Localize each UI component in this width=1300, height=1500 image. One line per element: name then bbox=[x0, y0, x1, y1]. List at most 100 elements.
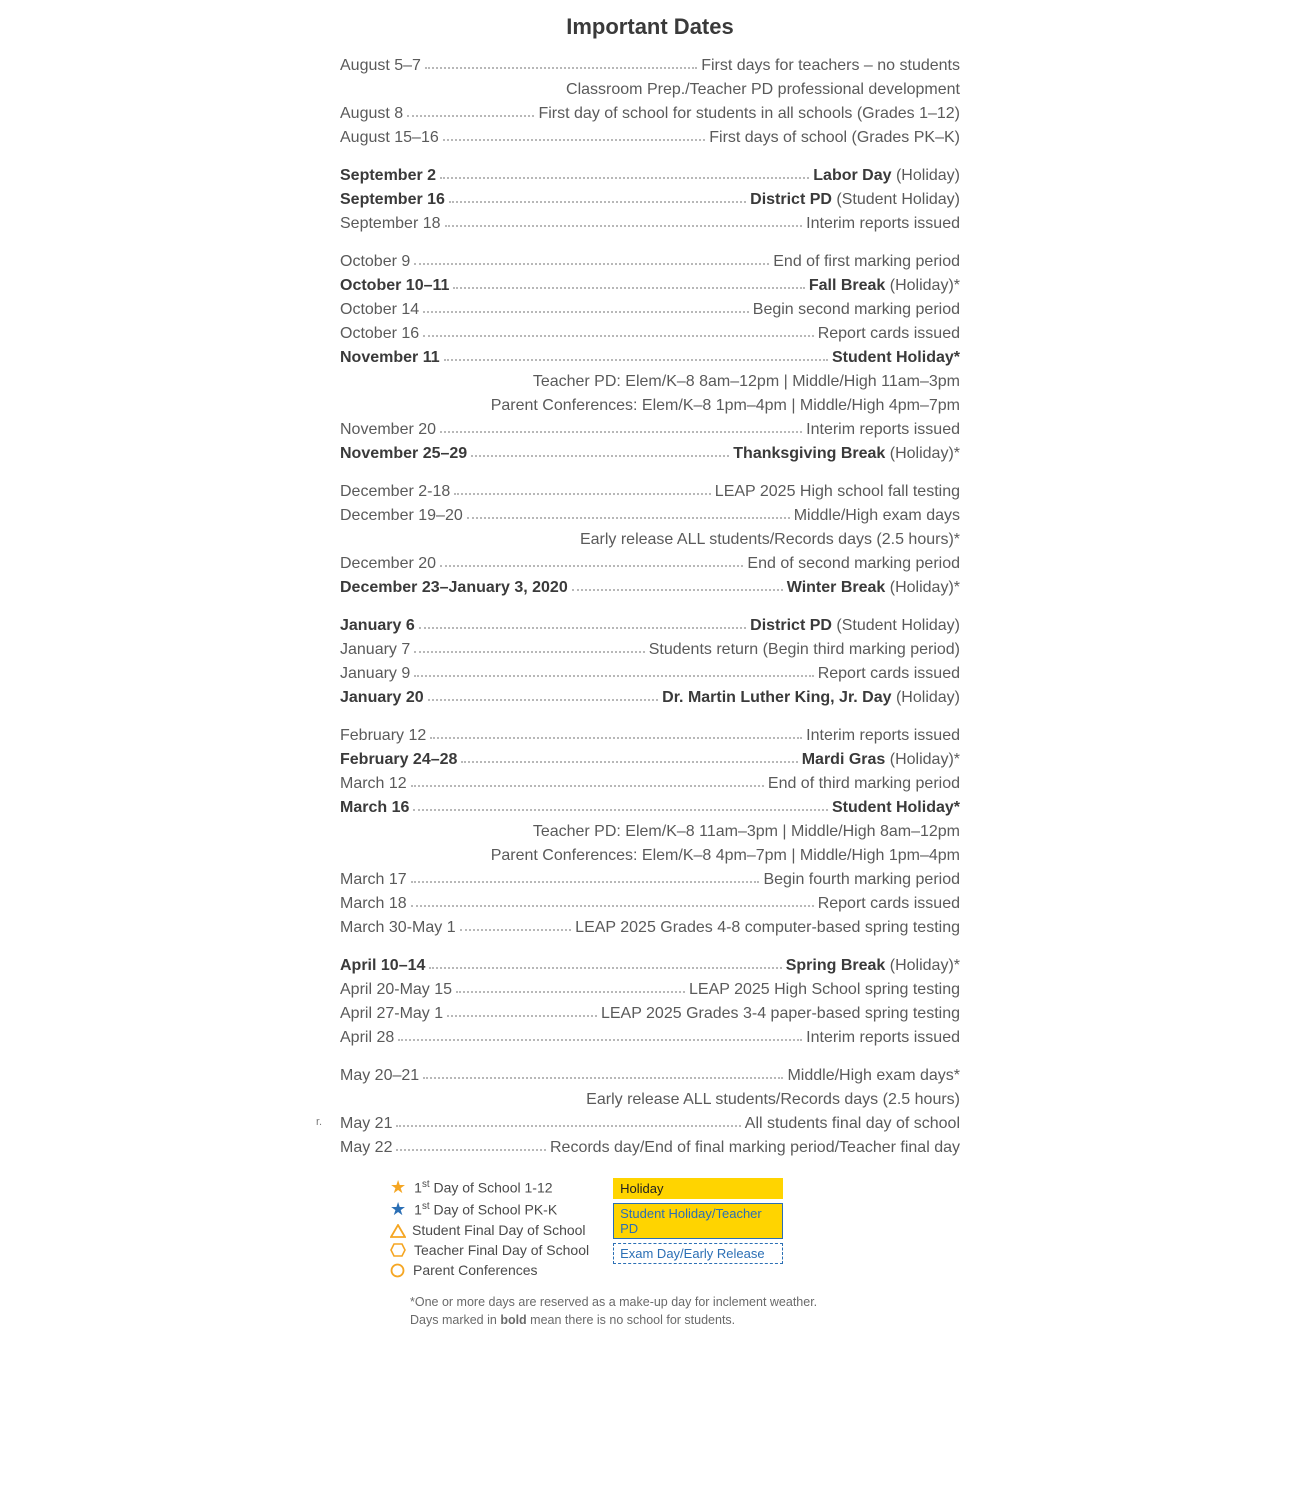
date-label: December 20 bbox=[340, 552, 436, 576]
date-label: August 8 bbox=[340, 102, 403, 126]
sub-line: Parent Conferences: Elem/K–8 4pm–7pm | M… bbox=[340, 844, 960, 868]
dates-content: August 5–7 First days for teachers – no … bbox=[340, 54, 960, 1160]
legend-left-col: ★1st Day of School 1-12★1st Day of Schoo… bbox=[390, 1178, 589, 1278]
date-row: January 20 Dr. Martin Luther King, Jr. D… bbox=[340, 686, 960, 710]
date-row: January 7 Students return (Begin third m… bbox=[340, 638, 960, 662]
page-wrap: Important Dates August 5–7 First days fo… bbox=[0, 0, 1300, 1369]
date-label: August 5–7 bbox=[340, 54, 421, 78]
legend: ★1st Day of School 1-12★1st Day of Schoo… bbox=[390, 1178, 910, 1278]
date-label: September 18 bbox=[340, 212, 441, 236]
date-desc: Labor Day (Holiday) bbox=[813, 164, 960, 188]
date-desc: LEAP 2025 Grades 3-4 paper-based spring … bbox=[601, 1002, 960, 1026]
date-label: November 11 bbox=[340, 346, 440, 370]
date-row: November 25–29 Thanksgiving Break (Holid… bbox=[340, 442, 960, 466]
leader-dots bbox=[396, 1149, 546, 1151]
date-row: October 14 Begin second marking period bbox=[340, 298, 960, 322]
date-desc: Thanksgiving Break (Holiday)* bbox=[733, 442, 960, 466]
leader-dots bbox=[396, 1125, 740, 1127]
sub-line: Parent Conferences: Elem/K–8 1pm–4pm | M… bbox=[340, 394, 960, 418]
date-row: January 6 District PD (Student Holiday) bbox=[340, 614, 960, 638]
date-row: August 8 First day of school for student… bbox=[340, 102, 960, 126]
date-desc: District PD (Student Holiday) bbox=[750, 188, 960, 212]
leader-dots bbox=[423, 311, 749, 313]
date-label: October 9 bbox=[340, 250, 410, 274]
date-label: May 21 bbox=[340, 1112, 392, 1136]
date-row: December 19–20 Middle/High exam days bbox=[340, 504, 960, 528]
date-row: April 28 Interim reports issued bbox=[340, 1026, 960, 1050]
sub-line: Teacher PD: Elem/K–8 11am–3pm | Middle/H… bbox=[340, 820, 960, 844]
date-block: August 5–7 First days for teachers – no … bbox=[340, 54, 960, 150]
leader-dots bbox=[440, 565, 743, 567]
sub-line: Early release ALL students/Records days … bbox=[340, 1088, 960, 1112]
date-row: March 17 Begin fourth marking period bbox=[340, 868, 960, 892]
leader-dots bbox=[414, 675, 813, 677]
legend-swatch-row: Exam Day/Early Release bbox=[613, 1243, 783, 1264]
date-desc: Records day/End of final marking period/… bbox=[550, 1136, 960, 1160]
date-row: August 15–16 First days of school (Grade… bbox=[340, 126, 960, 150]
date-row: September 18 Interim reports issued bbox=[340, 212, 960, 236]
sub-line: Teacher PD: Elem/K–8 8am–12pm | Middle/H… bbox=[340, 370, 960, 394]
date-label: March 17 bbox=[340, 868, 407, 892]
leader-dots bbox=[444, 359, 828, 361]
leader-dots bbox=[572, 589, 783, 591]
legend-swatch: Holiday bbox=[613, 1178, 783, 1199]
date-desc: Report cards issued bbox=[818, 322, 960, 346]
hexagon-icon bbox=[390, 1243, 406, 1257]
legend-item: Student Final Day of School bbox=[390, 1222, 589, 1238]
leader-dots bbox=[411, 785, 764, 787]
footnote-line1: *One or more days are reserved as a make… bbox=[410, 1295, 817, 1309]
date-label: September 16 bbox=[340, 188, 445, 212]
date-label: January 6 bbox=[340, 614, 415, 638]
leader-dots bbox=[440, 431, 802, 433]
date-row: September 16 District PD (Student Holida… bbox=[340, 188, 960, 212]
date-label: October 10–11 bbox=[340, 274, 449, 298]
date-label: February 12 bbox=[340, 724, 426, 748]
date-row: August 5–7 First days for teachers – no … bbox=[340, 54, 960, 78]
date-desc: Begin second marking period bbox=[753, 298, 960, 322]
date-desc: Spring Break (Holiday)* bbox=[786, 954, 960, 978]
date-row: February 24–28 Mardi Gras (Holiday)* bbox=[340, 748, 960, 772]
date-label: September 2 bbox=[340, 164, 436, 188]
date-row: December 23–January 3, 2020 Winter Break… bbox=[340, 576, 960, 600]
date-row: May 22 Records day/End of final marking … bbox=[340, 1136, 960, 1160]
date-desc: First days for teachers – no students bbox=[701, 54, 960, 78]
date-block: April 10–14 Spring Break (Holiday)*April… bbox=[340, 954, 960, 1050]
date-block: December 2-18 LEAP 2025 High school fall… bbox=[340, 480, 960, 600]
date-desc: Student Holiday* bbox=[832, 796, 960, 820]
star-icon: ★ bbox=[390, 1178, 406, 1196]
date-label: August 15–16 bbox=[340, 126, 439, 150]
date-label: March 30-May 1 bbox=[340, 916, 456, 940]
date-desc: Interim reports issued bbox=[806, 212, 960, 236]
date-label: November 20 bbox=[340, 418, 436, 442]
date-row: December 20 End of second marking period bbox=[340, 552, 960, 576]
date-row: December 2-18 LEAP 2025 High school fall… bbox=[340, 480, 960, 504]
date-desc: End of second marking period bbox=[747, 552, 960, 576]
leader-dots bbox=[443, 139, 705, 141]
leader-dots bbox=[398, 1039, 802, 1041]
legend-swatch: Exam Day/Early Release bbox=[613, 1243, 783, 1264]
date-row: May 20–21 Middle/High exam days* bbox=[340, 1064, 960, 1088]
date-block: May 20–21 Middle/High exam days*Early re… bbox=[340, 1064, 960, 1160]
date-label: November 25–29 bbox=[340, 442, 467, 466]
leader-dots bbox=[461, 761, 797, 763]
date-label: December 19–20 bbox=[340, 504, 463, 528]
date-label: March 12 bbox=[340, 772, 407, 796]
date-desc: District PD (Student Holiday) bbox=[750, 614, 960, 638]
legend-text: 1st Day of School 1-12 bbox=[414, 1179, 552, 1196]
legend-text: Teacher Final Day of School bbox=[414, 1242, 589, 1258]
sub-line: Early release ALL students/Records days … bbox=[340, 528, 960, 552]
date-row: March 12 End of third marking period bbox=[340, 772, 960, 796]
legend-item: Teacher Final Day of School bbox=[390, 1242, 589, 1258]
date-block: January 6 District PD (Student Holiday)J… bbox=[340, 614, 960, 710]
legend-right-col: HolidayStudent Holiday/Teacher PDExam Da… bbox=[613, 1178, 783, 1278]
date-label: October 14 bbox=[340, 298, 419, 322]
date-desc: Dr. Martin Luther King, Jr. Day (Holiday… bbox=[662, 686, 960, 710]
date-label: April 20-May 15 bbox=[340, 978, 452, 1002]
date-label: December 2-18 bbox=[340, 480, 450, 504]
date-label: January 7 bbox=[340, 638, 410, 662]
date-row: April 20-May 15 LEAP 2025 High School sp… bbox=[340, 978, 960, 1002]
footnote: *One or more days are reserved as a make… bbox=[370, 1292, 930, 1329]
date-row: October 9 End of first marking period bbox=[340, 250, 960, 274]
leader-dots bbox=[454, 493, 711, 495]
date-row: September 2 Labor Day (Holiday) bbox=[340, 164, 960, 188]
